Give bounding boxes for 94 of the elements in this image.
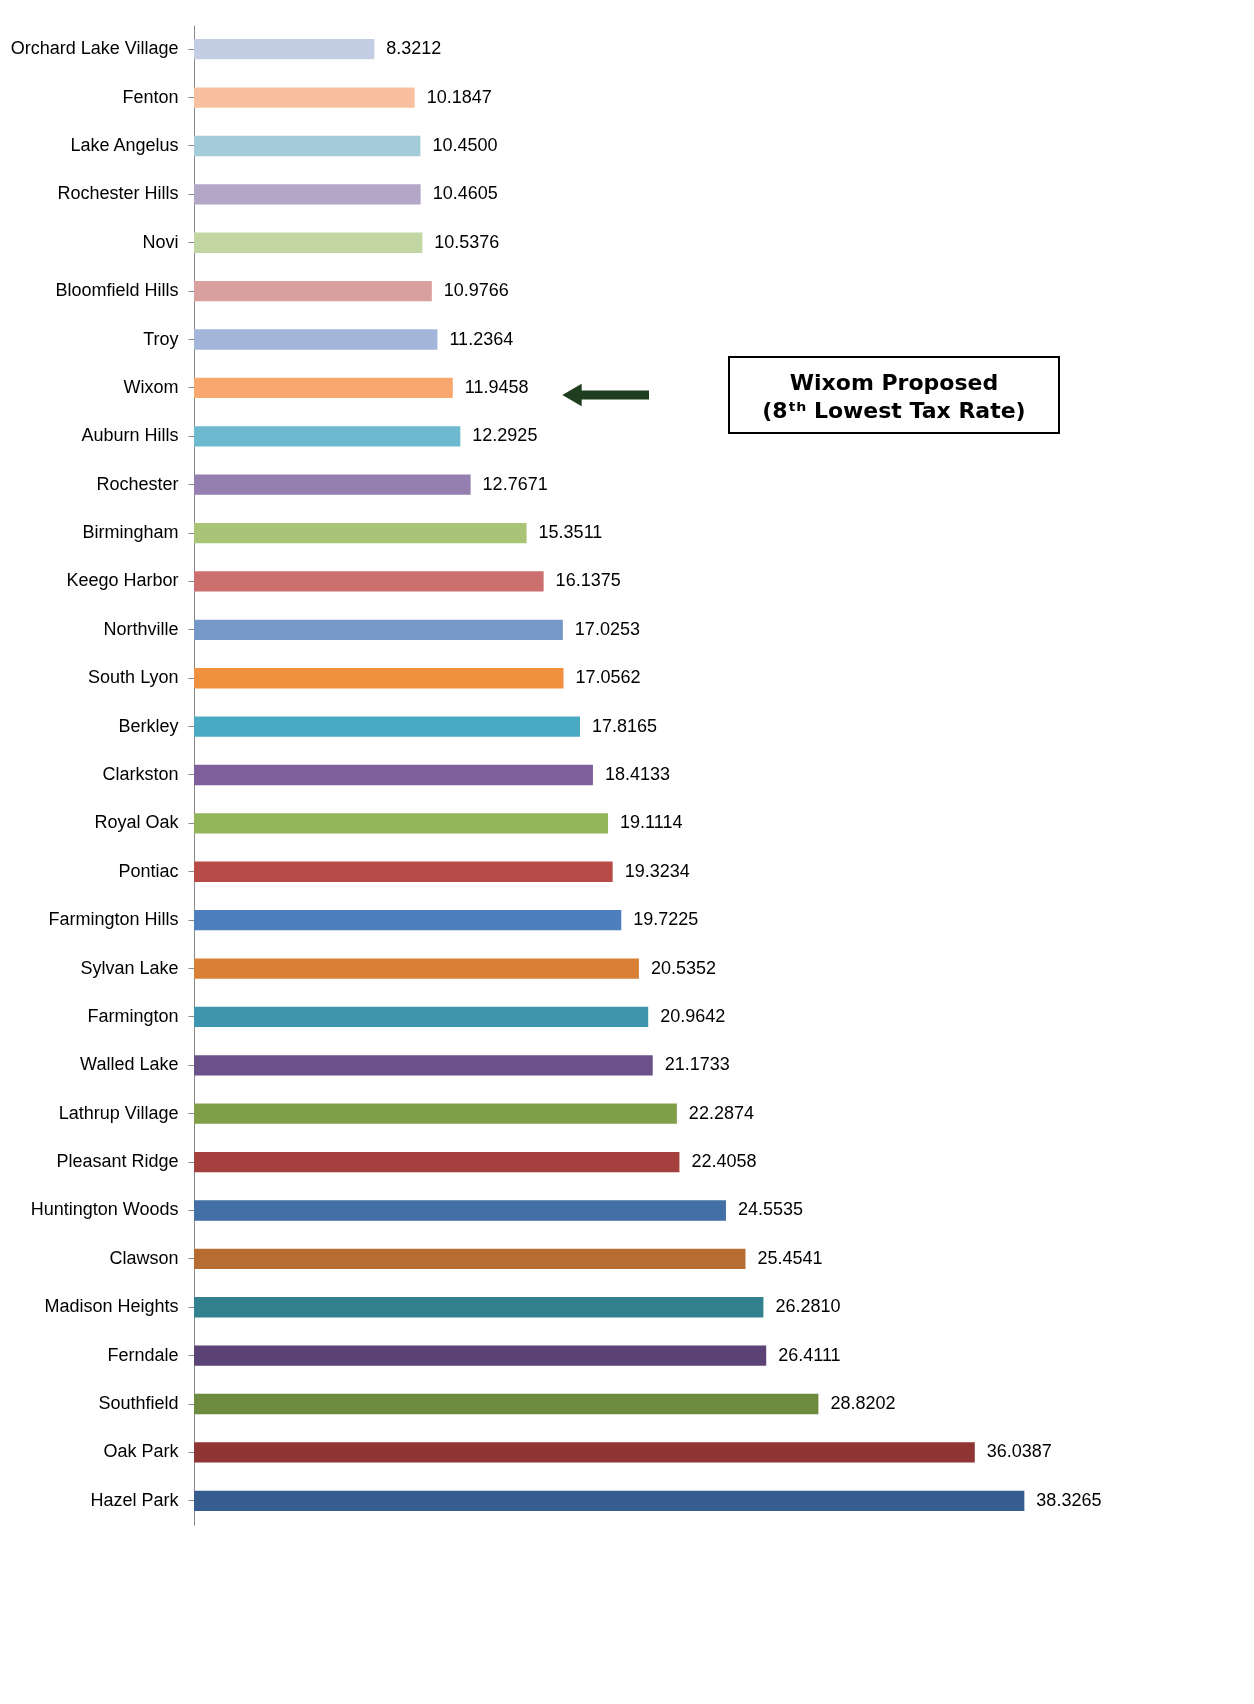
- data-label: 20.5352: [650, 957, 716, 978]
- y-tick-label: Lathrup Village: [58, 1102, 179, 1123]
- y-tick-label: Berkley: [118, 715, 179, 736]
- y-tick-label: Hazel Park: [90, 1489, 180, 1510]
- y-tick-label: Lake Angelus: [70, 134, 179, 155]
- bar: [194, 135, 421, 157]
- data-label: 18.4133: [604, 764, 671, 784]
- data-label: 10.4500: [432, 134, 498, 155]
- data-label: 11.9458: [464, 376, 529, 397]
- bar: [194, 861, 613, 882]
- data-label: 19.3234: [624, 860, 690, 881]
- y-tick-label: Royal Oak: [94, 812, 180, 833]
- y-tick-label: Bloomfield Hills: [55, 280, 179, 301]
- data-label: 26.4111: [778, 1344, 841, 1365]
- data-label: 26.2810: [775, 1296, 841, 1317]
- bar: [194, 910, 622, 931]
- data-label: 25.4541: [757, 1247, 823, 1268]
- data-label: 22.2874: [688, 1102, 754, 1123]
- bar: [194, 1200, 726, 1221]
- bar: [194, 474, 471, 495]
- bar: [194, 619, 563, 640]
- y-tick-label: Troy: [143, 328, 179, 349]
- y-tick-label: Clarkston: [102, 764, 179, 784]
- data-label: 11.2364: [449, 328, 514, 349]
- data-label: 10.5376: [434, 231, 500, 252]
- y-tick-label: Novi: [142, 231, 179, 252]
- y-tick-label: Clawson: [109, 1247, 179, 1268]
- bar: [194, 1297, 764, 1318]
- y-tick-label: Northville: [103, 618, 179, 639]
- y-tick-label: Sylvan Lake: [80, 957, 179, 978]
- bar: [194, 1393, 819, 1415]
- bar: [194, 280, 432, 302]
- y-tick-label: Walled Lake: [80, 1054, 179, 1075]
- bar: [194, 87, 415, 108]
- data-label: 20.9642: [660, 1005, 726, 1026]
- y-tick-label: Keego Harbor: [66, 570, 179, 591]
- bar: [194, 958, 639, 979]
- y-tick-label: Farmington Hills: [48, 909, 179, 930]
- y-tick-label: Rochester Hills: [57, 183, 179, 204]
- y-tick-label: Pontiac: [118, 860, 179, 881]
- bar: [194, 813, 609, 834]
- bar: [194, 39, 375, 60]
- bar: [194, 1248, 746, 1270]
- data-label: 10.1847: [426, 86, 492, 107]
- data-label: 17.0562: [575, 667, 641, 688]
- data-label: 24.5535: [737, 1199, 804, 1220]
- bar: [194, 571, 544, 592]
- data-label: 12.2925: [472, 425, 538, 446]
- data-label: 22.4058: [691, 1151, 757, 1172]
- bar: [194, 1006, 649, 1028]
- y-tick-label: Ferndale: [107, 1344, 179, 1365]
- bar: [194, 232, 423, 253]
- bar: [194, 184, 421, 205]
- y-tick-label: Madison Heights: [44, 1296, 179, 1317]
- y-tick-label: Rochester: [96, 473, 179, 494]
- data-label: 38.3265: [1036, 1489, 1102, 1510]
- data-label: 15.3511: [538, 522, 603, 543]
- bar: [194, 1345, 767, 1366]
- bar: [194, 1103, 677, 1124]
- y-tick-label: Huntington Woods: [30, 1199, 179, 1220]
- data-label: 28.8202: [830, 1393, 896, 1414]
- bar: [194, 1151, 680, 1173]
- data-label: 17.0253: [574, 618, 640, 639]
- y-tick-label: Auburn Hills: [81, 425, 179, 446]
- bar: [194, 1490, 1025, 1511]
- bar: [194, 426, 461, 447]
- y-tick-label: Southfield: [98, 1393, 179, 1414]
- bar: [194, 1055, 653, 1076]
- y-tick-label: Orchard Lake Village: [10, 38, 179, 59]
- y-tick-label: Birmingham: [82, 522, 179, 543]
- y-tick-label: South Lyon: [88, 667, 179, 688]
- y-tick-label: Fenton: [122, 86, 179, 107]
- data-label: 8.3212: [386, 38, 442, 59]
- data-label: 17.8165: [592, 715, 658, 736]
- y-tick-label: Oak Park: [103, 1441, 180, 1462]
- y-tick-label: Farmington: [87, 1005, 179, 1026]
- bar: [194, 1442, 975, 1463]
- bar: [194, 764, 593, 786]
- data-label: 36.0387: [986, 1441, 1052, 1462]
- data-label: 10.4605: [432, 183, 498, 204]
- bar: [194, 522, 527, 544]
- bar: [194, 668, 564, 689]
- bar: [194, 329, 438, 350]
- data-label: 21.1733: [664, 1054, 730, 1075]
- data-label: 16.1375: [555, 570, 621, 591]
- annotation: Wixom Proposed (8ᵗʰ Lowest Tax Rate): [762, 370, 1026, 423]
- y-tick-label: Pleasant Ridge: [56, 1151, 179, 1172]
- data-label: 10.9766: [443, 280, 509, 301]
- data-label: 19.1114: [620, 812, 683, 833]
- data-label: 12.7671: [482, 473, 548, 494]
- bar: [194, 377, 453, 399]
- data-label: 19.7225: [633, 909, 699, 930]
- y-tick-label: Wixom: [123, 376, 179, 397]
- bar: [194, 716, 580, 737]
